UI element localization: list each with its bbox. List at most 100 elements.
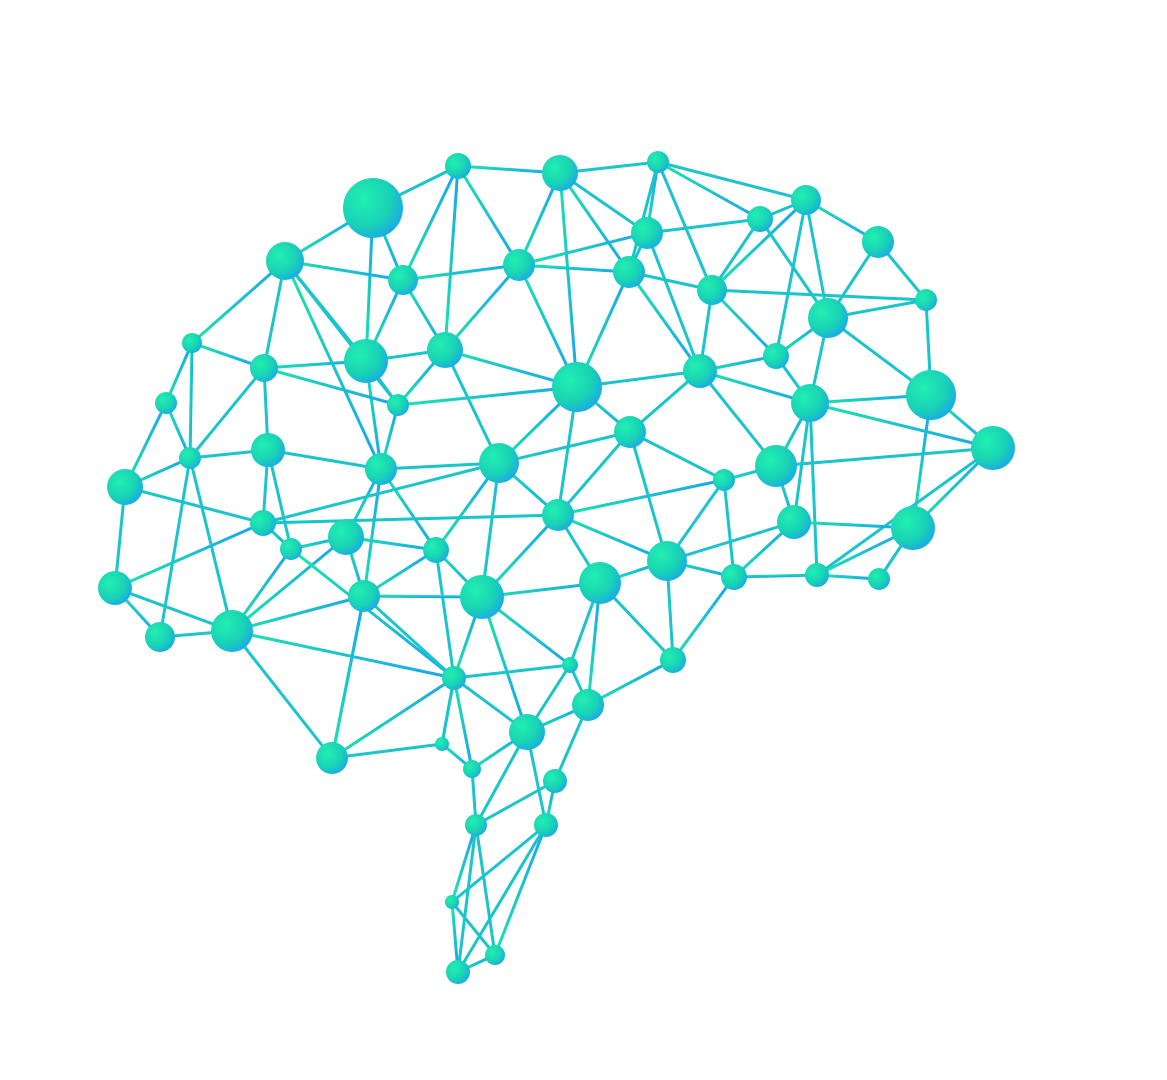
network-node <box>266 242 304 280</box>
network-edge <box>671 575 736 662</box>
network-node <box>862 226 894 258</box>
network-node <box>631 217 663 249</box>
network-edge <box>804 198 830 320</box>
network-node <box>107 469 143 505</box>
network-edge <box>627 160 660 274</box>
network-node <box>534 813 558 837</box>
network-node <box>465 814 487 836</box>
network-node <box>647 541 687 581</box>
network-edge <box>330 594 366 760</box>
network-edge <box>289 547 456 680</box>
network-edge <box>665 520 796 563</box>
network-edge <box>517 263 631 274</box>
network-node <box>613 256 645 288</box>
network-edge <box>456 164 521 267</box>
network-edge <box>656 160 808 202</box>
network-edge <box>656 160 762 221</box>
network-node <box>805 563 829 587</box>
network-edge <box>722 478 736 579</box>
network-edge <box>190 259 287 345</box>
network-edge <box>230 594 366 633</box>
network-node <box>435 737 449 751</box>
network-node <box>808 298 848 338</box>
network-node <box>344 339 388 383</box>
network-node <box>791 384 829 422</box>
network-node <box>250 510 276 536</box>
network-edge <box>645 217 762 235</box>
network-edge <box>401 164 460 282</box>
network-node <box>463 760 481 778</box>
network-edge <box>262 366 400 407</box>
network-edge <box>379 467 438 552</box>
network-edge <box>434 548 456 680</box>
network-edge <box>808 401 819 577</box>
network-edge <box>808 401 995 450</box>
network-edge <box>710 288 928 302</box>
network-edge <box>774 198 808 358</box>
network-edge <box>362 594 456 680</box>
network-node <box>721 564 747 590</box>
network-node <box>343 178 403 238</box>
network-node <box>868 568 890 590</box>
network-edge <box>261 461 501 525</box>
network-edge <box>113 521 265 590</box>
network-node <box>485 945 505 965</box>
network-node <box>906 370 956 420</box>
network-node <box>387 394 409 416</box>
network-edge <box>758 217 830 320</box>
network-node <box>579 562 621 604</box>
network-edge <box>556 430 632 517</box>
network-node <box>683 354 717 388</box>
network-nodes <box>98 151 1015 984</box>
network-node <box>442 666 466 690</box>
network-node <box>251 433 285 467</box>
network-node <box>503 249 535 281</box>
network-node <box>572 689 604 721</box>
network-node <box>542 499 574 531</box>
network-edge <box>480 595 529 734</box>
network-edge <box>188 366 266 460</box>
network-node <box>647 151 669 173</box>
network-node <box>552 362 602 412</box>
network-node <box>445 895 459 909</box>
network-node <box>250 354 278 382</box>
network-edge <box>474 779 557 827</box>
network-edge <box>656 160 714 292</box>
network-node <box>182 333 202 353</box>
network-node <box>446 960 470 984</box>
network-edge <box>586 658 675 707</box>
network-edge <box>396 385 579 407</box>
network-node <box>971 426 1015 470</box>
network-node <box>179 447 201 469</box>
network-edge <box>362 467 383 598</box>
network-edge <box>230 535 348 633</box>
network-edge <box>480 461 501 599</box>
network-node <box>697 275 727 305</box>
network-node <box>460 575 504 619</box>
network-edge <box>732 573 819 579</box>
network-edge <box>774 446 995 468</box>
network-edge <box>493 823 548 957</box>
network-node <box>791 185 821 215</box>
network-edge <box>710 288 778 358</box>
network-node <box>542 155 578 191</box>
network-edge <box>710 198 808 292</box>
network-node <box>145 622 175 652</box>
network-node <box>543 769 567 793</box>
network-node <box>328 519 364 555</box>
network-node <box>211 610 253 652</box>
network-node <box>763 343 789 369</box>
network-node <box>445 153 471 179</box>
network-edge <box>450 900 497 957</box>
network-edge <box>188 341 194 460</box>
network-node <box>423 537 449 563</box>
network-edge <box>401 263 521 282</box>
network-edge <box>450 823 478 904</box>
network-edge <box>230 629 456 680</box>
network-node <box>427 332 463 368</box>
network-edge <box>452 663 572 680</box>
network-edge <box>556 478 726 517</box>
network-edge <box>261 513 560 525</box>
network-edge <box>497 430 632 465</box>
